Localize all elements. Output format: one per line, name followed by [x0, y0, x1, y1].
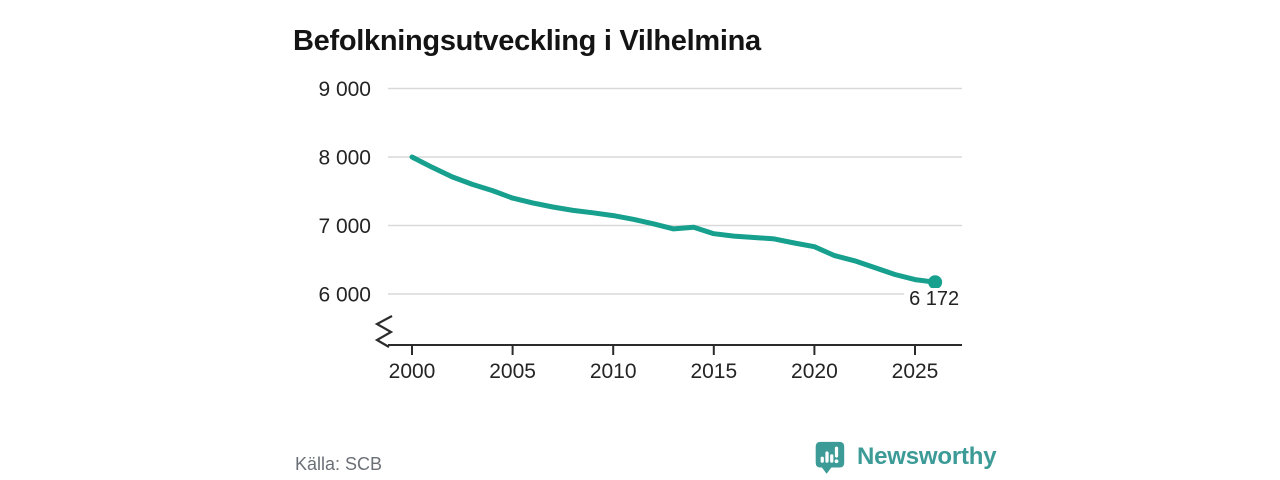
y-tick-label: 9 000 — [318, 78, 371, 101]
x-tick-label: 2015 — [690, 360, 737, 383]
population-line — [409, 154, 938, 285]
x-tick-label: 2020 — [791, 360, 838, 383]
newsworthy-wordmark: Newsworthy — [857, 443, 997, 470]
source-note: Källa: SCB — [295, 454, 383, 474]
x-tick-label: 2010 — [590, 360, 637, 383]
y-tick-label: 6 000 — [318, 284, 371, 307]
x-tick-label: 2025 — [892, 360, 939, 383]
last-point-label: 6 172 — [909, 288, 959, 310]
newsworthy-logo: Newsworthy — [810, 440, 997, 478]
bar-chart-speech-bubble-icon — [815, 441, 845, 474]
axis-break-icon — [374, 315, 394, 348]
last-point-label-bg — [904, 288, 965, 310]
x-tick-label: 2005 — [489, 360, 536, 383]
last-point-dot — [928, 275, 943, 290]
y-tick-label: 7 000 — [318, 215, 371, 238]
page-title: Befolkningsutveckling i Vilhelmina — [293, 25, 761, 58]
y-tick-label: 8 000 — [318, 147, 371, 170]
x-tick-label: 2000 — [389, 360, 436, 383]
